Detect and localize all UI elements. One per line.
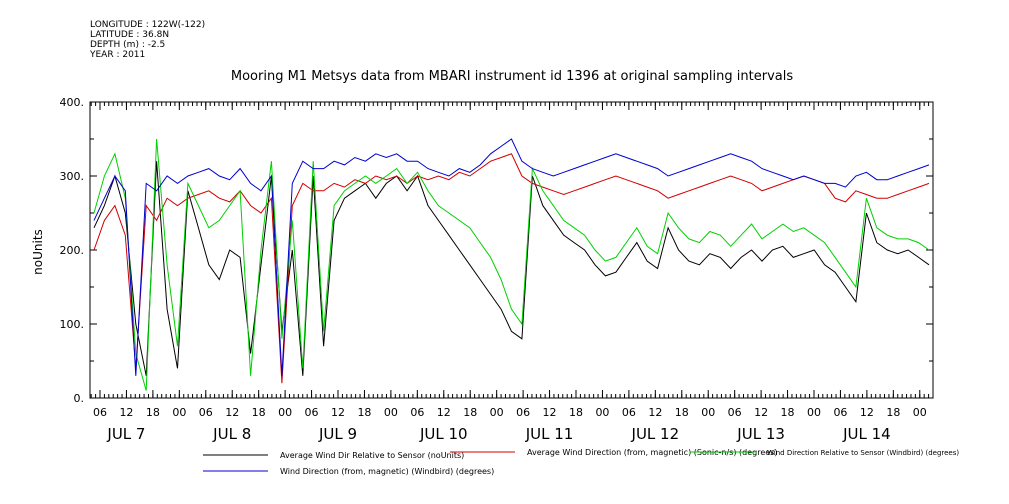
- series-line-3: [93, 138, 930, 391]
- x-day-label: JUL 14: [842, 425, 891, 443]
- x-day-label: JUL 11: [525, 425, 574, 443]
- x-hour-label: 00: [278, 406, 292, 419]
- series-lines: [93, 138, 930, 391]
- y-tick-label: 0.: [74, 392, 85, 405]
- x-hour-label: 18: [252, 406, 266, 419]
- x-hour-label: 06: [199, 406, 213, 419]
- chart-title: Mooring M1 Metsys data from MBARI instru…: [231, 69, 793, 84]
- x-day-label: JUL 10: [419, 425, 468, 443]
- legend-label-2: Average Wind Direction (from, magnetic) …: [527, 448, 777, 457]
- x-hour-label: 06: [410, 406, 424, 419]
- x-day-label: JUL 12: [631, 425, 680, 443]
- x-day-label: JUL 8: [212, 425, 251, 443]
- series-line-2: [93, 153, 930, 384]
- x-hour-label: 06: [93, 406, 107, 419]
- x-hour-label: 00: [595, 406, 609, 419]
- legend: Average Wind Dir Relative to Sensor (noU…: [203, 448, 959, 476]
- x-hour-label: 12: [860, 406, 874, 419]
- meta-longitude: LONGITUDE : 122W(-122): [90, 20, 206, 30]
- x-hour-label: 00: [172, 406, 186, 419]
- y-tick-label: 200.: [60, 244, 85, 257]
- x-hour-label: 12: [225, 406, 239, 419]
- series-line-1: [93, 161, 930, 376]
- metadata-block: LONGITUDE : 122W(-122) LATITUDE : 36.8N …: [90, 20, 205, 60]
- x-hour-label: 18: [781, 406, 795, 419]
- x-hour-label: 12: [119, 406, 133, 419]
- axes: 0. 100. 200. 300. 400. 06 12 18 00 06 12 18 00 06 12 18…: [60, 96, 934, 443]
- x-hour-label: 12: [648, 406, 662, 419]
- x-hour-label: 06: [728, 406, 742, 419]
- legend-label-1: Average Wind Dir Relative to Sensor (noU…: [280, 451, 464, 460]
- x-hour-label: 00: [490, 406, 504, 419]
- x-hour-label: 18: [569, 406, 583, 419]
- plot-frame: [89, 101, 934, 399]
- x-hour-label: 00: [701, 406, 715, 419]
- x-day-label: JUL 7: [106, 425, 145, 443]
- x-day-label: JUL 13: [736, 425, 785, 443]
- series-line-4: [93, 138, 930, 376]
- x-hour-label: 06: [833, 406, 847, 419]
- x-hour-label: 18: [675, 406, 689, 419]
- x-hour-label: 18: [357, 406, 371, 419]
- x-hour-label: 18: [886, 406, 900, 419]
- x-day-label: JUL 9: [318, 425, 357, 443]
- meta-depth: DEPTH (m) : -2.5: [90, 40, 166, 50]
- legend-label-3: Wind Direction Relative to Sensor (Windb…: [767, 449, 959, 457]
- x-hour-label: 00: [807, 406, 821, 419]
- y-axis-label: noUnits: [31, 229, 45, 275]
- y-tick-label: 300.: [60, 170, 85, 183]
- meta-year: YEAR : 2011: [90, 50, 146, 60]
- x-hour-label: 18: [146, 406, 160, 419]
- x-hour-label: 18: [463, 406, 477, 419]
- legend-label-4: Wind Direction (from, magnetic) (Windbir…: [280, 467, 494, 476]
- x-hour-label: 12: [754, 406, 768, 419]
- x-hour-label: 06: [622, 406, 636, 419]
- x-hour-label: 00: [384, 406, 398, 419]
- x-hour-label: 00: [913, 406, 927, 419]
- x-hour-label: 12: [543, 406, 557, 419]
- meta-latitude: LATITUDE : 36.8N: [90, 30, 170, 40]
- x-hour-label: 12: [437, 406, 451, 419]
- x-hour-label: 06: [305, 406, 319, 419]
- x-hour-label: 12: [331, 406, 345, 419]
- x-hour-label: 06: [516, 406, 530, 419]
- y-tick-label: 100.: [60, 318, 85, 331]
- y-tick-label: 400.: [60, 96, 85, 109]
